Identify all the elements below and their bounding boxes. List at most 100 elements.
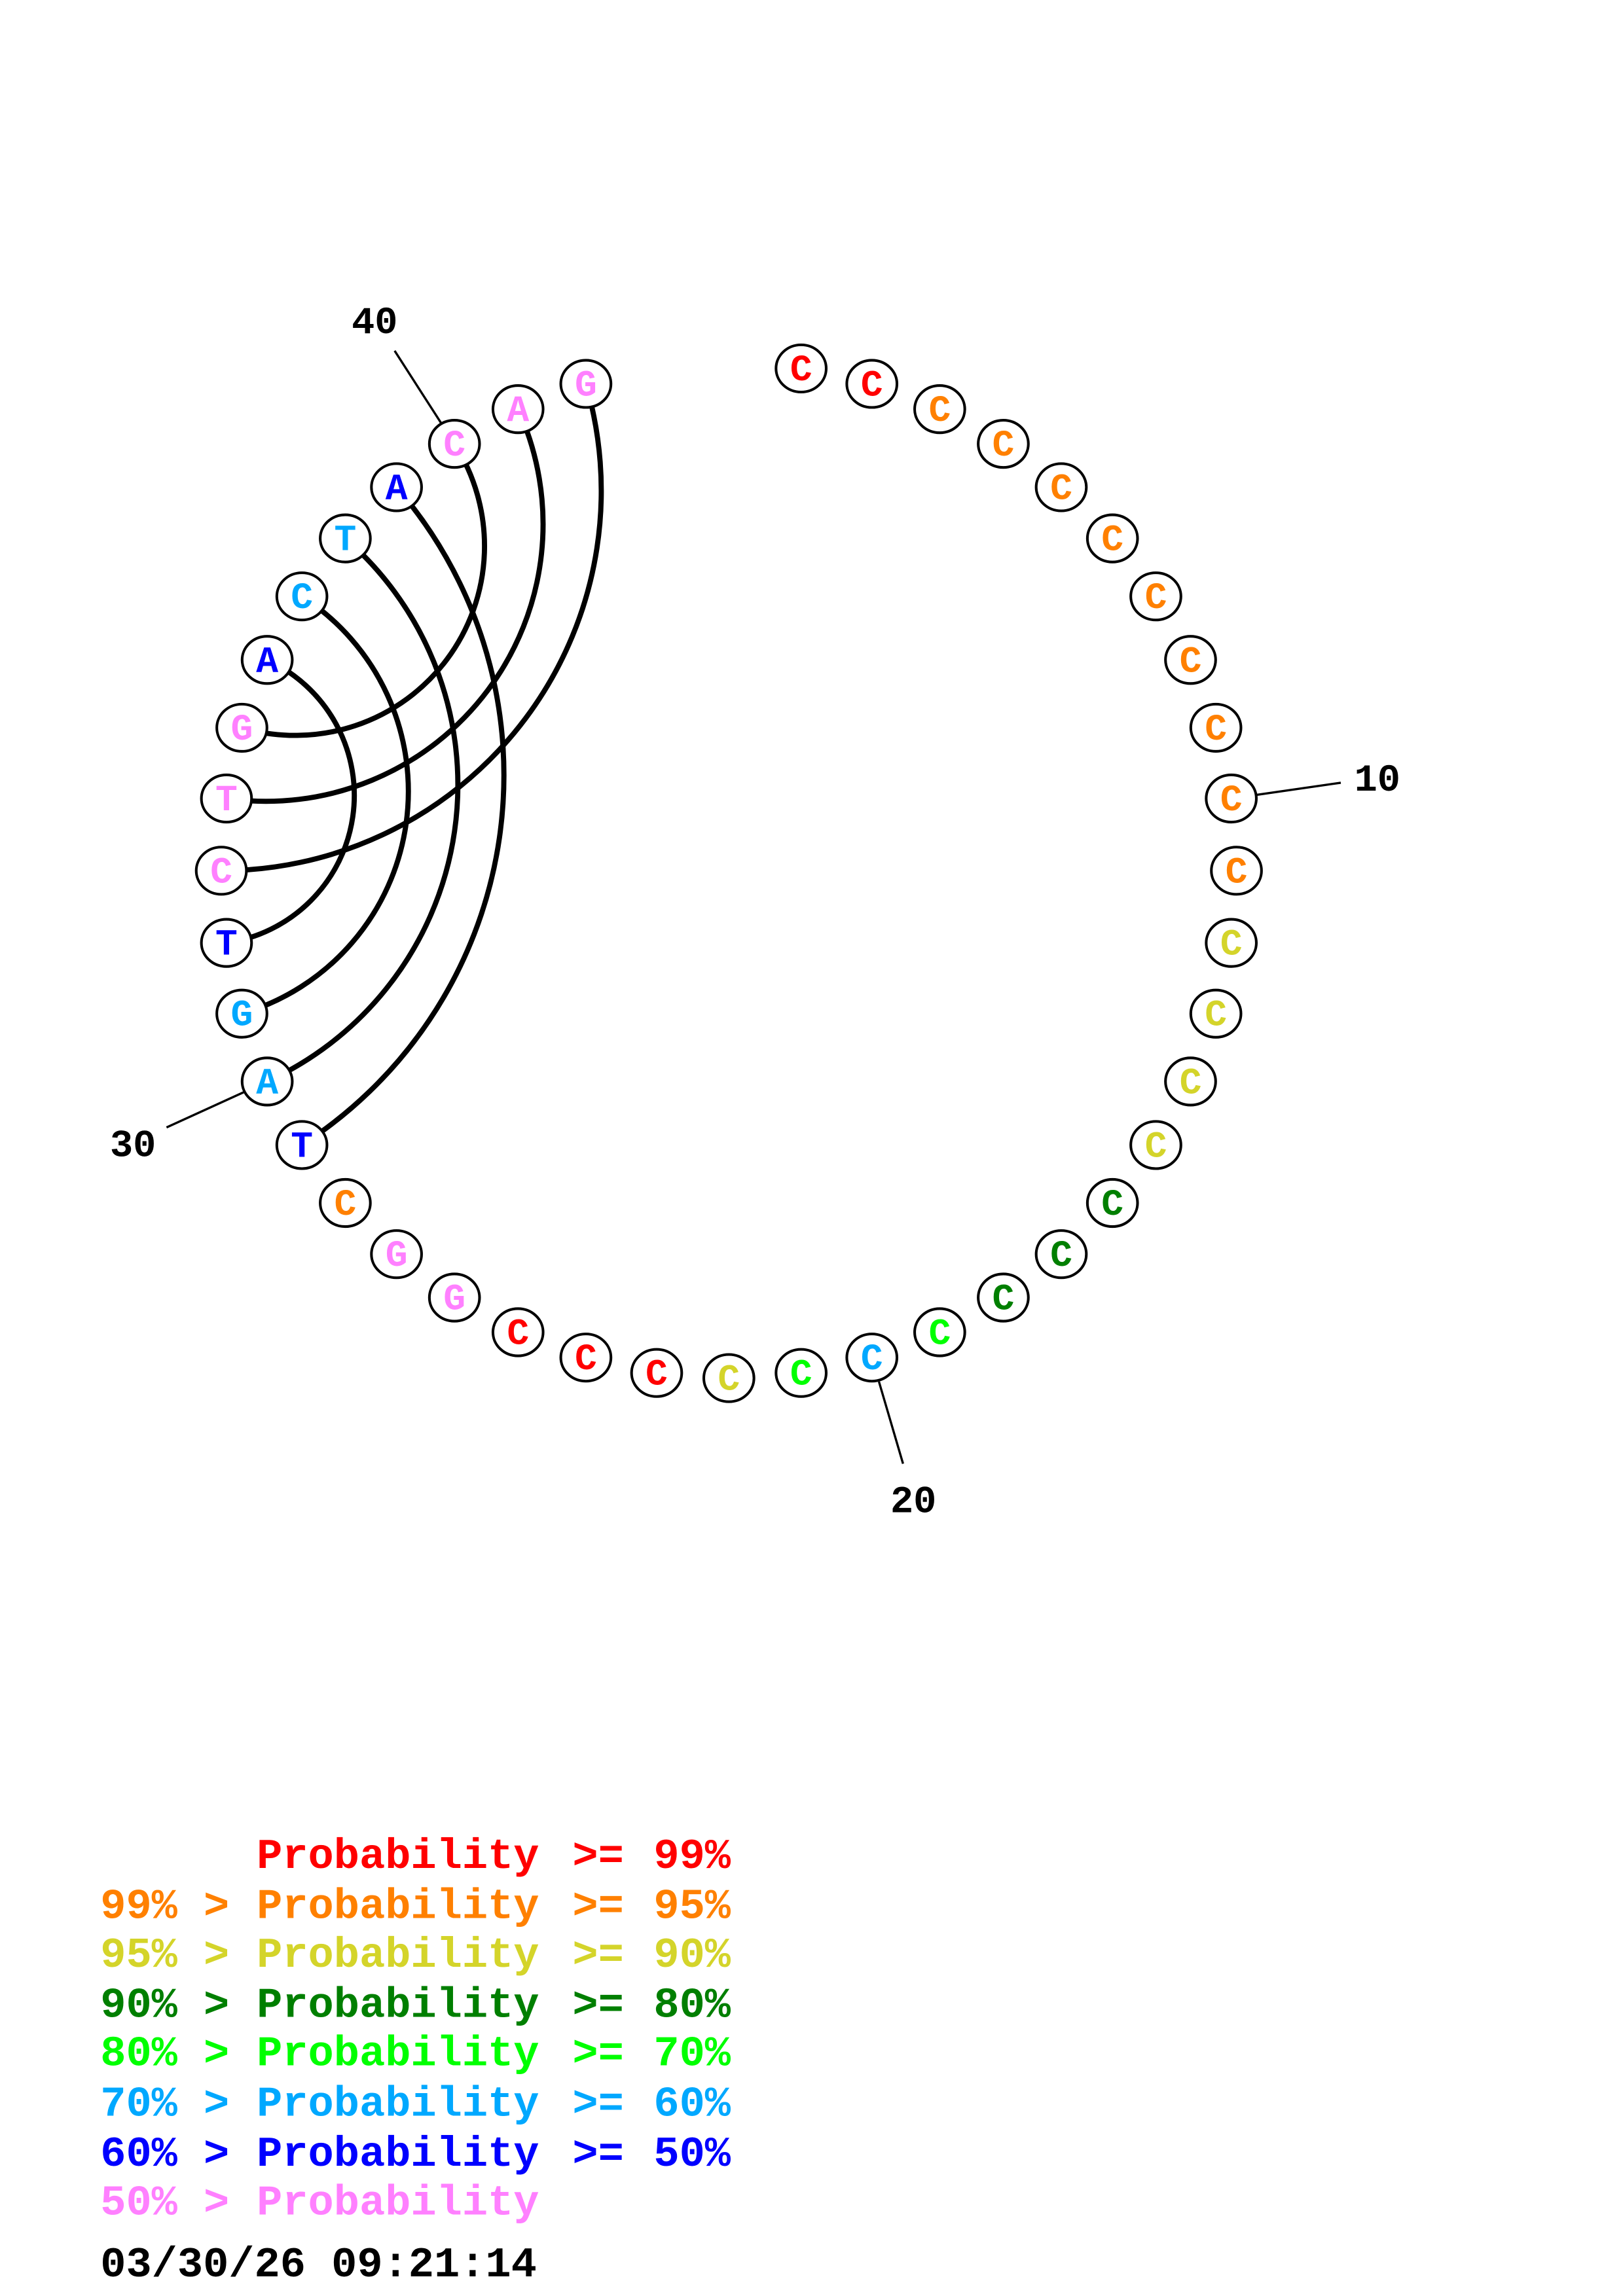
- nucleotide-circle: [559, 359, 613, 409]
- legend-label: Probability: [257, 1981, 539, 2030]
- nucleotide-circle: [319, 1177, 372, 1229]
- legend-ge: >=: [572, 2030, 623, 2079]
- nucleotide-41: A: [491, 384, 545, 435]
- nucleotide-circle: [370, 462, 423, 512]
- legend-label: Probability: [257, 2130, 539, 2179]
- nucleotide-base: C: [1180, 1062, 1202, 1104]
- nucleotide-base: C: [646, 1354, 668, 1396]
- position-label-10: 10: [1355, 759, 1400, 802]
- legend-ge: >=: [572, 1931, 623, 1980]
- nucleotide-base: T: [215, 780, 238, 821]
- nucleotide-17: C: [1034, 1229, 1088, 1280]
- nucleotide-base: C: [1220, 780, 1243, 821]
- nucleotide-7: C: [1129, 571, 1182, 622]
- nucleotide-base: C: [790, 1354, 812, 1396]
- legend-label: Probability: [257, 2080, 539, 2128]
- timestamp: 03/30/26 09:21:14: [100, 2241, 537, 2289]
- legend-low: 60%: [100, 2130, 177, 2179]
- nucleotide-circle: [319, 513, 372, 564]
- legend-gt: >: [204, 2179, 229, 2227]
- nucleotide-circle: [215, 702, 268, 753]
- nucleotide-circle: [194, 846, 248, 896]
- nucleotide-16: C: [1085, 1177, 1139, 1229]
- nucleotide-4: C: [977, 419, 1030, 469]
- nucleotide-base: C: [790, 350, 812, 391]
- nucleotide-circle: [240, 635, 294, 685]
- base-pair-arc-30-38: [266, 536, 461, 1084]
- nucleotide-8: C: [1164, 635, 1217, 685]
- nucleotide-base: G: [443, 1279, 465, 1321]
- nucleotide-base: A: [507, 390, 529, 432]
- legend-label: Probability: [257, 2179, 539, 2227]
- legend-row: 60% > Probability >= 50%: [100, 2130, 731, 2179]
- nucleotide-base: C: [210, 852, 232, 893]
- nucleotide-24: C: [559, 1333, 613, 1383]
- nucleotide-26: G: [428, 1272, 481, 1323]
- base-pair-arc-33-42: [221, 383, 604, 874]
- legend-low: 70%: [100, 2080, 177, 2128]
- nucleotide-37: C: [275, 571, 329, 622]
- nucleotide-base: G: [231, 709, 253, 751]
- legend-ge: >=: [572, 2130, 623, 2179]
- nucleotide-base: C: [1101, 1184, 1123, 1226]
- legend-high: 99%: [653, 1833, 731, 1881]
- nucleotide-1: C: [775, 343, 828, 394]
- legend-ge: >=: [572, 2080, 623, 2128]
- base-pair-arc-32-36: [226, 657, 357, 946]
- nucleotide-base: C: [1145, 1126, 1167, 1168]
- nucleotide-base: T: [215, 924, 238, 966]
- legend-row: 90% > Probability >= 80%: [100, 1981, 731, 2030]
- nucleotide-33: C: [194, 846, 248, 896]
- position-ticks: 10 20 30 40: [110, 301, 1400, 1524]
- legend-gt: >: [204, 1882, 229, 1931]
- nucleotide-28: C: [319, 1177, 372, 1229]
- nucleotide-23: C: [630, 1348, 684, 1398]
- legend-high: 90%: [653, 1931, 731, 1980]
- nucleotide-38: T: [319, 513, 372, 564]
- nucleotide-circle: [702, 1353, 756, 1403]
- nucleotide-circle: [1164, 635, 1217, 685]
- legend-gt: >: [204, 1981, 229, 2030]
- nucleotide-35: G: [215, 702, 268, 753]
- nucleotide-base: C: [861, 1338, 883, 1380]
- legend-high: 70%: [653, 2030, 731, 2079]
- legend-row: 50% > Probability: [100, 2179, 539, 2227]
- nucleotide-circle: [913, 1307, 966, 1357]
- nucleotide-base: C: [1050, 1235, 1072, 1277]
- nucleotide-base: C: [1205, 709, 1227, 751]
- legend-label: Probability: [257, 2030, 539, 2079]
- nucleotide-29: T: [275, 1120, 329, 1170]
- legend-label: Probability: [257, 1931, 539, 1980]
- nucleotide-circle: [1189, 702, 1243, 753]
- nucleotide-10: C: [1205, 773, 1258, 824]
- nucleotide-nodes: C CCCCCCCCCCCCCCCCCCCCCCCCGGCTAGTCTGACTAC…: [194, 343, 1263, 1403]
- nucleotide-base: C: [993, 1279, 1015, 1321]
- nucleotide-30: A: [240, 1056, 294, 1107]
- nucleotide-13: C: [1189, 988, 1243, 1039]
- nucleotide-circle: [200, 773, 253, 824]
- legend-row: Probability >= 99%: [257, 1833, 731, 1881]
- nucleotide-base: C: [507, 1314, 529, 1355]
- legend-low: 95%: [100, 1931, 177, 1980]
- legend-low: 90%: [100, 1981, 177, 2030]
- nucleotide-circle: [491, 384, 545, 435]
- legend-high: 95%: [653, 1882, 731, 1931]
- nucleotide-base: C: [575, 1338, 597, 1380]
- legend-row: 80% > Probability >= 70%: [100, 2030, 731, 2079]
- nucleotide-6: C: [1085, 513, 1139, 564]
- nucleotide-base: G: [386, 1235, 408, 1277]
- legend-high: 60%: [653, 2080, 731, 2128]
- nucleotide-circle: [275, 571, 329, 622]
- nucleotide-base: G: [575, 365, 597, 406]
- base-pair-arc-29-39: [300, 485, 507, 1147]
- nucleotide-11: C: [1210, 846, 1263, 896]
- nucleotide-34: T: [200, 773, 253, 824]
- nucleotide-base: G: [231, 995, 253, 1037]
- position-label-30: 30: [110, 1124, 156, 1168]
- position-tick: [877, 1381, 904, 1464]
- legend-ge: >=: [572, 1882, 623, 1931]
- nucleotide-circle: [200, 918, 253, 968]
- nucleotide-19: C: [913, 1307, 966, 1357]
- nucleotide-circle: [428, 419, 481, 469]
